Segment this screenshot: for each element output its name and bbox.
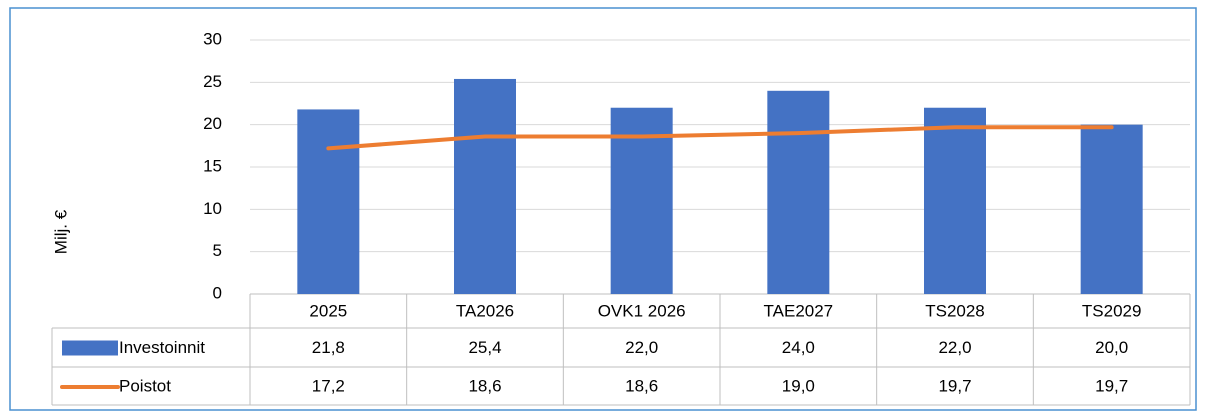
table-value: 22,0	[938, 338, 971, 357]
bar	[454, 78, 516, 295]
table-value: 18,6	[468, 376, 501, 395]
y-tick-label: 0	[213, 283, 222, 302]
table-value: 19,7	[1095, 376, 1128, 395]
x-tick-label: TAE2027	[764, 301, 834, 320]
bar	[610, 107, 673, 294]
line	[326, 125, 1114, 151]
y-axis-label: Milj. €	[51, 209, 70, 254]
table-value: 22,0	[625, 338, 658, 357]
table-value: 19,0	[782, 376, 815, 395]
table-value: 21,8	[312, 338, 345, 357]
x-tick-label: 2025	[309, 301, 347, 320]
y-tick-label: 25	[203, 72, 222, 91]
table-value: 20,0	[1095, 338, 1128, 357]
table-value: 19,7	[938, 376, 971, 395]
y-tick-label: 10	[203, 199, 222, 218]
y-tick-label: 20	[203, 114, 222, 133]
table-value: 24,0	[782, 338, 815, 357]
bar	[1080, 124, 1143, 295]
legend-label: Investoinnit	[119, 338, 205, 357]
y-tick-label: 30	[203, 29, 222, 48]
table-value: 18,6	[625, 376, 658, 395]
x-tick-label: TS2028	[925, 301, 985, 320]
x-tick-label: TA2026	[456, 301, 514, 320]
table-value: 25,4	[468, 338, 501, 357]
y-tick-label: 5	[213, 241, 222, 260]
legend-label: Poistot	[119, 376, 171, 395]
table-value: 17,2	[312, 376, 345, 395]
bar	[924, 107, 986, 294]
y-tick-label: 15	[203, 156, 222, 175]
bar	[767, 90, 830, 294]
legend-key	[62, 340, 118, 356]
bar	[297, 109, 360, 294]
x-tick-label: OVK1 2026	[598, 301, 686, 320]
x-tick-label: TS2029	[1082, 301, 1142, 320]
